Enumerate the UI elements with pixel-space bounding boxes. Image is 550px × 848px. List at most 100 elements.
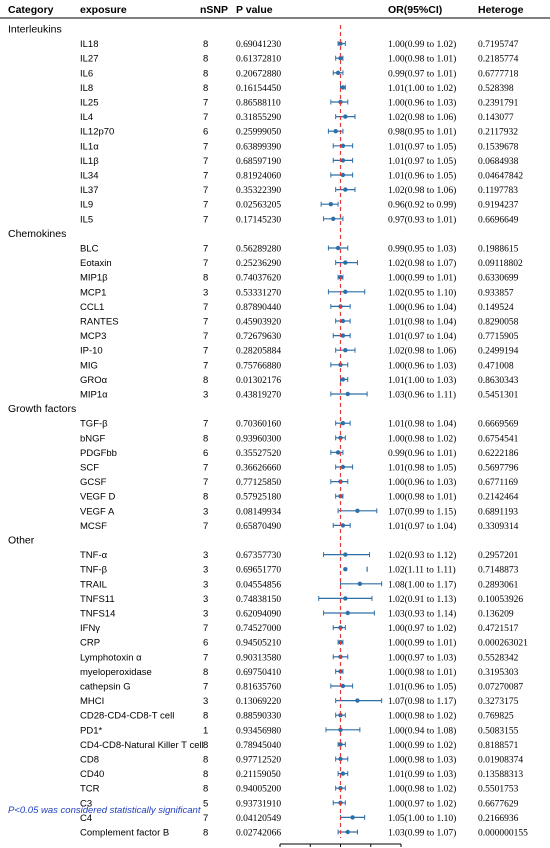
p-value: 0.57925180 [236,493,281,503]
or-ci-value: 1.07(0.98 to 1.17) [388,696,456,707]
nsnp-value: 7 [203,623,208,634]
heterogeneity-value: 0.6677629 [478,799,519,809]
nsnp-value: 8 [203,667,208,678]
or-ci-value: 1.02(0.98 to 1.07) [388,258,456,269]
or-ci-value: 1.01(0.98 to 1.05) [388,463,456,474]
exposure-label: IL4 [80,112,93,123]
heterogeneity-value: 0.2499194 [478,347,519,357]
p-value: 0.63899390 [236,142,281,152]
heterogeneity-value: 0.07270087 [478,683,523,693]
p-value: 0.17145230 [236,215,281,225]
p-value: 0.68597190 [236,157,281,167]
p-value: 0.25236290 [236,259,281,269]
nsnp-value: 3 [203,550,208,561]
p-value: 0.36626660 [236,464,281,474]
p-value: 0.93731910 [236,799,281,809]
nsnp-value: 8 [203,740,208,751]
table-rows: Interleukins IL18 8 0.69041230 1.00(0.99 to … [8,24,528,839]
or-ci-value: 1.00(0.94 to 1.08) [388,725,456,736]
or-point [340,464,346,470]
nsnp-value: 8 [203,433,208,444]
exposure-label: VEGF D [80,492,116,503]
nsnp-value: 7 [203,317,208,328]
heterogeneity-value: 0.5451301 [478,391,519,401]
nsnp-value: 6 [203,638,208,649]
exposure-label: VEGF A [80,506,115,517]
nsnp-value: 7 [203,244,208,255]
nsnp-value: 3 [203,287,208,298]
nsnp-value: 3 [203,565,208,576]
or-ci-value: 1.03(0.93 to 1.14) [388,609,456,620]
exposure-label: MIP1α [80,390,108,401]
nsnp-value: 3 [203,609,208,620]
or-ci-value: 1.03(0.96 to 1.11) [388,390,456,401]
heterogeneity-value: 0.149524 [478,303,514,313]
heterogeneity-value: 0.143077 [478,113,514,123]
p-value: 0.01302176 [236,376,281,386]
or-ci-value: 1.05(1.00 to 1.10) [388,813,456,824]
heterogeneity-value: 0.5501753 [478,785,519,795]
or-ci-value: 1.00(0.98 to 1.01) [388,667,456,678]
exposure-label: IL9 [80,200,93,211]
or-point [340,318,346,324]
exposure-label: CD4-CD8-Natural Killer T cell [80,740,204,751]
p-value: 0.08149934 [236,507,281,517]
header-exposure: exposure [80,4,127,16]
nsnp-value: 7 [203,682,208,693]
heterogeneity-value: 0.0684938 [478,157,519,167]
p-value: 0.61372810 [236,55,281,65]
heterogeneity-value: 0.136209 [478,610,514,620]
heterogeneity-value: 0.528398 [478,84,514,94]
heterogeneity-value: 0.2893061 [478,580,519,590]
heterogeneity-value: 0.13588313 [478,770,523,780]
heterogeneity-value: 0.7195747 [478,40,519,50]
nsnp-value: 7 [203,112,208,123]
nsnp-value: 7 [203,98,208,109]
nsnp-value: 7 [203,185,208,196]
or-ci-value: 1.01(0.96 to 1.05) [388,682,456,693]
exposure-label: TGF-β [80,419,108,430]
heterogeneity-value: 0.5697796 [478,464,519,474]
heterogeneity-value: 0.8630343 [478,376,519,386]
nsnp-value: 7 [203,813,208,824]
or-ci-value: 1.07(0.99 to 1.15) [388,506,456,517]
heterogeneity-value: 0.2957201 [478,551,519,561]
nsnp-value: 7 [203,171,208,182]
exposure-label: Complement factor B [80,828,169,839]
or-ci-value: 1.02(1.11 to 1.11) [388,565,456,576]
p-value: 0.70360160 [236,420,281,430]
p-value: 0.97712520 [236,756,281,766]
p-value: 0.75766880 [236,361,281,371]
or-point [340,523,346,528]
exposure-label: PDGFbb [80,448,117,459]
heterogeneity-value: 0.09118802 [478,259,523,269]
heterogeneity-value: 0.5083155 [478,726,519,736]
nsnp-value: 7 [203,141,208,152]
or-point [340,85,346,90]
exposure-label: SCF [80,463,99,474]
nsnp-value: 3 [203,594,208,605]
exposure-label: GCSF [80,477,107,488]
nsnp-value: 7 [203,156,208,167]
nsnp-value: 8 [203,828,208,839]
or-ci-value: 1.01(0.96 to 1.05) [388,171,456,182]
nsnp-value: 8 [203,492,208,503]
or-ci-value: 0.96(0.92 to 0.99) [388,200,456,211]
or-point [333,129,338,134]
or-ci-value: 1.00(0.98 to 1.02) [388,711,456,722]
p-value: 0.94505210 [236,639,281,649]
or-point [338,435,343,440]
or-ci-value: 1.01(0.99 to 1.03) [388,769,456,780]
p-value: 0.28205884 [236,347,281,357]
exposure-label: IL18 [80,39,99,50]
exposure-label: IFNγ [80,623,100,634]
or-ci-value: 1.00(0.96 to 1.03) [388,360,456,371]
exposure-label: TCR [80,784,100,795]
heterogeneity-value: 0.471008 [478,361,514,371]
heterogeneity-value: 0.3273175 [478,697,519,707]
p-value: 0.88590330 [236,712,281,722]
p-value: 0.35322390 [236,186,281,196]
exposure-label: CRP [80,638,100,649]
or-point [343,187,348,192]
